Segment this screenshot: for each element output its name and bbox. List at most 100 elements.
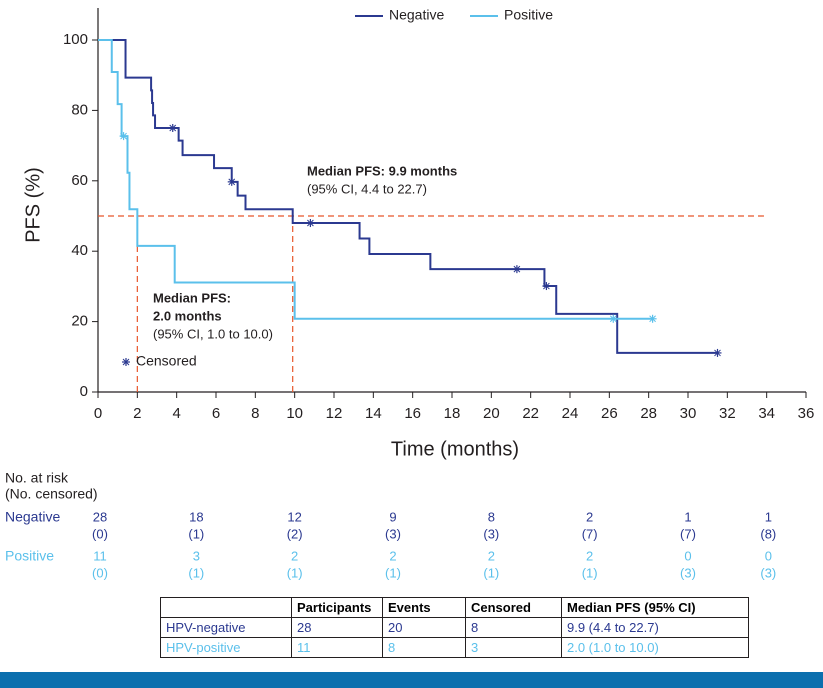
at-risk: 18 — [189, 509, 203, 524]
at-risk: 0 — [765, 548, 772, 563]
summary-cell: HPV-negative — [160, 617, 292, 638]
at-risk: 2 — [586, 509, 593, 524]
censor-mark — [542, 282, 551, 291]
censored-count: (1) — [287, 565, 303, 580]
summary-cell: 8 — [465, 617, 562, 638]
risk-subtitle: (No. censored) — [5, 486, 98, 502]
censor-stroke — [649, 315, 656, 323]
censor-mark — [306, 219, 315, 228]
header-cell: Events — [382, 597, 466, 618]
y-tick-label: 80 — [71, 101, 88, 118]
survival-curve — [98, 39, 653, 320]
censored-count: (3) — [680, 565, 696, 580]
x-tick-label: 20 — [483, 405, 500, 422]
annotation: Median PFS: — [153, 290, 231, 305]
summary-row: HPV-positive 11 8 3 2.0 (1.0 to 10.0) — [160, 637, 749, 658]
at-risk: 9 — [389, 509, 396, 524]
y-tick-label: 20 — [71, 313, 88, 330]
x-tick-label: 30 — [680, 405, 697, 422]
at-risk: 8 — [488, 509, 495, 524]
x-tick-label: 12 — [326, 405, 343, 422]
censor-mark — [168, 124, 177, 132]
y-tick-label: 100 — [63, 31, 88, 48]
censored-count: (1) — [582, 565, 598, 580]
at-risk: 0 — [684, 548, 691, 563]
annotation: (95% CI, 1.0 to 10.0) — [153, 326, 273, 341]
y-tick-label: 60 — [71, 172, 88, 189]
risk-row-label: Negative — [5, 509, 60, 525]
censored-count: (1) — [385, 565, 401, 580]
censor-stroke — [513, 265, 521, 273]
survival-curve — [98, 39, 718, 354]
censored-count: (2) — [287, 526, 303, 541]
censored-count: (3) — [483, 526, 499, 541]
header-cell — [160, 597, 292, 618]
summary-table: Participants Events Censored Median PFS … — [160, 597, 749, 658]
x-tick-label: 36 — [798, 405, 815, 422]
summary-cell: 28 — [291, 617, 383, 638]
risk-title: No. at risk — [5, 470, 69, 486]
censor-mark — [609, 314, 618, 323]
x-tick-label: 8 — [251, 405, 259, 422]
summary-cell: 11 — [291, 637, 383, 658]
y-tick-label: 40 — [71, 242, 88, 259]
header-cell: Median PFS (95% CI) — [561, 597, 749, 618]
censor-legend-label: Censored — [136, 353, 197, 369]
x-tick-label: 10 — [286, 405, 303, 422]
censor-stroke — [122, 358, 130, 366]
summary-cell: 2.0 (1.0 to 10.0) — [561, 637, 749, 658]
censored-count: (7) — [680, 526, 696, 541]
censor-stroke — [609, 315, 617, 323]
censor-mark — [713, 348, 722, 357]
legend-label: Positive — [504, 7, 553, 23]
x-tick-label: 16 — [404, 405, 421, 422]
x-tick-label: 24 — [562, 405, 579, 422]
summary-cell: 3 — [465, 637, 562, 658]
censor-stroke — [120, 132, 127, 140]
summary-cell: 9.9 (4.4 to 22.7) — [561, 617, 749, 638]
summary-row: HPV-negative 28 20 8 9.9 (4.4 to 22.7) — [160, 617, 749, 638]
at-risk: 1 — [765, 509, 772, 524]
x-tick-label: 28 — [640, 405, 657, 422]
censor-legend-mark — [122, 358, 130, 366]
x-tick-label: 6 — [212, 405, 220, 422]
censor-stroke — [307, 219, 314, 227]
y-tick-label: 0 — [80, 383, 88, 400]
censored-count: (3) — [385, 526, 401, 541]
censor-mark — [227, 177, 236, 186]
annotation: (95% CI, 4.4 to 22.7) — [307, 181, 427, 196]
censored-count: (1) — [188, 565, 204, 580]
at-risk: 2 — [586, 548, 593, 563]
summary-cell: 8 — [382, 637, 466, 658]
annotation: 2.0 months — [153, 308, 222, 323]
at-risk: 1 — [684, 509, 691, 524]
x-tick-label: 22 — [522, 405, 539, 422]
censor-stroke — [714, 349, 721, 357]
x-tick-label: 4 — [172, 405, 180, 422]
summary-cell: 20 — [382, 617, 466, 638]
annotation: Median PFS: 9.9 months — [307, 163, 457, 178]
censored-count: (1) — [483, 565, 499, 580]
x-tick-label: 32 — [719, 405, 736, 422]
x-tick-label: 14 — [365, 405, 382, 422]
censored-count: (8) — [760, 526, 776, 541]
censored-count: (1) — [188, 526, 204, 541]
legend-label: Negative — [389, 7, 444, 23]
x-tick-label: 2 — [133, 405, 141, 422]
censored-count: (0) — [92, 526, 108, 541]
at-risk: 28 — [93, 509, 107, 524]
header-cell: Censored — [465, 597, 562, 618]
censored-count: (7) — [582, 526, 598, 541]
censor-mark — [648, 314, 657, 323]
censor-stroke — [228, 178, 236, 186]
at-risk: 11 — [93, 548, 107, 563]
at-risk: 2 — [291, 548, 298, 563]
censored-count: (3) — [760, 565, 776, 580]
censor-mark — [512, 265, 521, 274]
x-axis-title: Time (months) — [391, 438, 519, 460]
censor-mark — [119, 132, 128, 141]
chart: Time (months) PFS (%) No. at risk (No. c… — [5, 7, 815, 581]
at-risk: 12 — [287, 509, 301, 524]
header-cell: Participants — [291, 597, 383, 618]
x-tick-label: 18 — [444, 405, 461, 422]
